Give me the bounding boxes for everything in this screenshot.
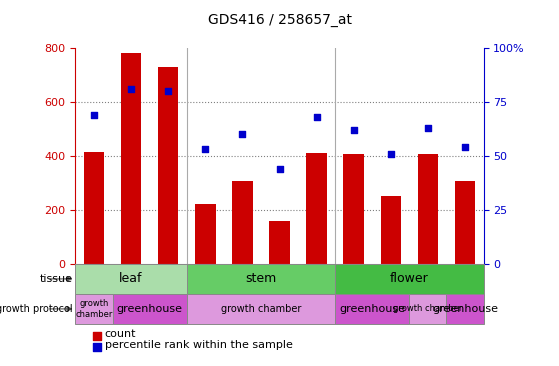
Point xyxy=(201,146,210,152)
Point xyxy=(275,166,284,172)
Text: stem: stem xyxy=(245,272,277,285)
Bar xyxy=(158,67,178,264)
Text: count: count xyxy=(105,329,136,339)
Text: greenhouse: greenhouse xyxy=(339,304,405,314)
Text: flower: flower xyxy=(390,272,429,285)
Bar xyxy=(121,53,141,264)
Bar xyxy=(187,264,335,294)
Point xyxy=(89,112,98,117)
Bar xyxy=(447,294,484,324)
Bar xyxy=(232,182,253,264)
Bar xyxy=(381,196,401,264)
Point xyxy=(349,127,358,133)
Bar xyxy=(418,154,438,264)
Point xyxy=(238,131,247,137)
Bar xyxy=(455,182,475,264)
Bar xyxy=(409,294,447,324)
Bar xyxy=(75,294,112,324)
Point xyxy=(423,125,432,131)
Text: growth chamber: growth chamber xyxy=(393,305,463,313)
Point xyxy=(386,151,395,157)
Text: percentile rank within the sample: percentile rank within the sample xyxy=(105,340,292,350)
Bar xyxy=(269,221,290,264)
Bar xyxy=(335,264,484,294)
Point xyxy=(312,114,321,120)
Text: greenhouse: greenhouse xyxy=(117,304,183,314)
Point xyxy=(127,86,136,92)
Bar xyxy=(84,152,104,264)
Point xyxy=(461,144,470,150)
Bar xyxy=(75,264,187,294)
Point xyxy=(93,333,102,339)
Text: growth
chamber: growth chamber xyxy=(75,299,113,319)
Bar xyxy=(195,204,216,264)
Text: greenhouse: greenhouse xyxy=(432,304,498,314)
Bar xyxy=(335,294,409,324)
Bar xyxy=(343,154,364,264)
Bar xyxy=(187,294,335,324)
Text: GDS416 / 258657_at: GDS416 / 258657_at xyxy=(207,13,352,27)
Text: growth protocol: growth protocol xyxy=(0,304,73,314)
Bar xyxy=(112,294,187,324)
Point xyxy=(164,88,173,94)
Text: growth chamber: growth chamber xyxy=(221,304,301,314)
Text: leaf: leaf xyxy=(120,272,143,285)
Point xyxy=(93,344,102,350)
Text: tissue: tissue xyxy=(40,274,73,284)
Bar xyxy=(306,153,327,264)
